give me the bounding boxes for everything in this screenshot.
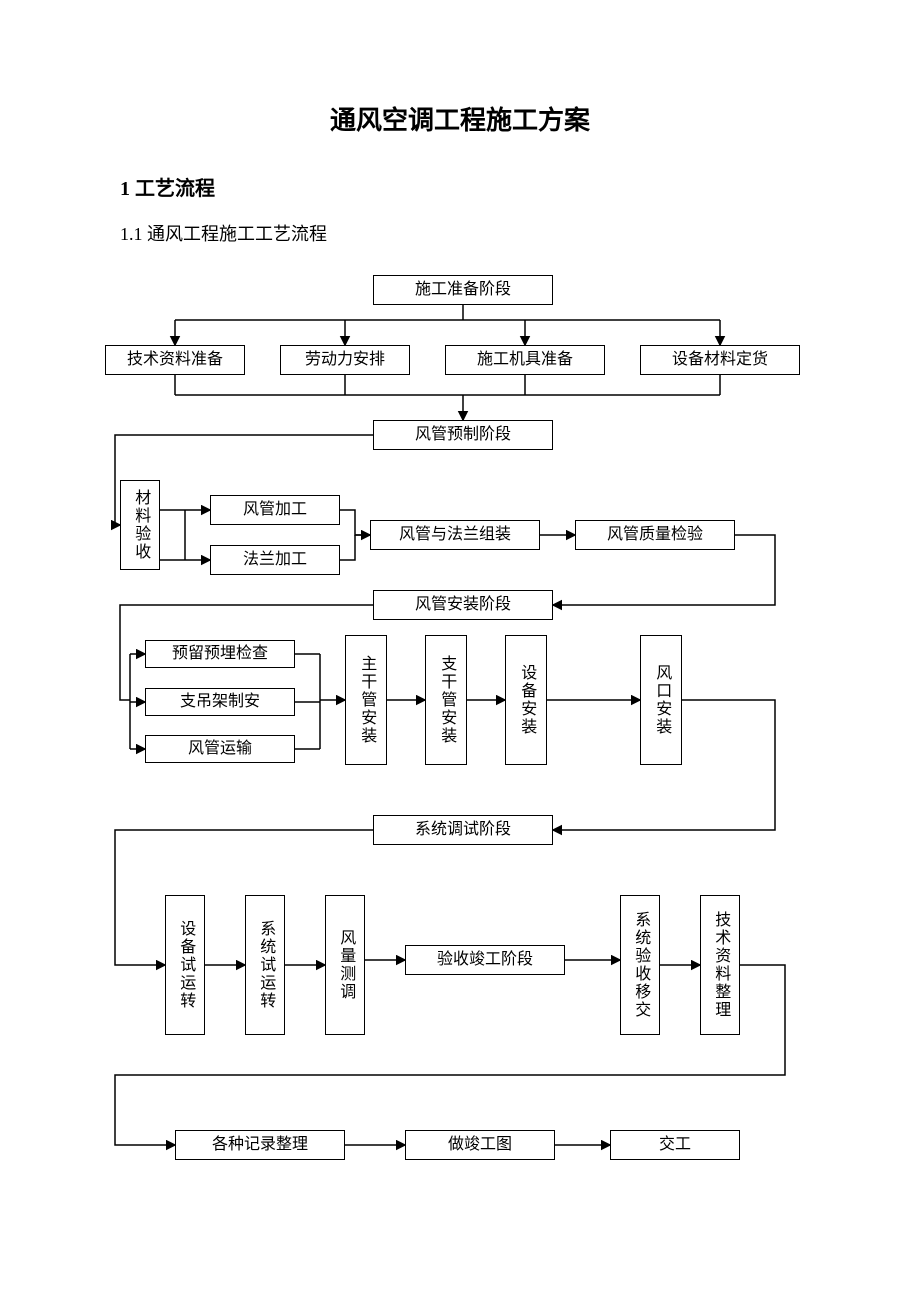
- document-page: 通风空调工程施工方案 1 工艺流程 1.1 通风工程施工工艺流程 施工准备阶段技…: [0, 0, 920, 1302]
- flow-node-label: 风管运输: [188, 740, 252, 758]
- flow-node-n_ductasm: 风管与法兰组装: [370, 520, 540, 550]
- flow-node-label: 预留预埋检查: [172, 645, 268, 663]
- flow-node-n_reserve: 预留预埋检查: [145, 640, 295, 668]
- h2-text: 1.1 通风工程施工工艺流程: [120, 224, 327, 244]
- flow-node-n_ductproc: 风管加工: [210, 495, 340, 525]
- flow-node-n_ductqc: 风管质量检验: [575, 520, 735, 550]
- flow-node-n_accept: 验收竣工阶段: [405, 945, 565, 975]
- flow-edge: [340, 535, 355, 560]
- flow-node-n_flange: 法兰加工: [210, 545, 340, 575]
- flow-node-n_airmeas: 风量测调: [325, 895, 365, 1035]
- flow-node-n_prep: 施工准备阶段: [373, 275, 553, 305]
- flow-node-n_material: 设备材料定货: [640, 345, 800, 375]
- flow-node-label: 风管预制阶段: [415, 426, 511, 444]
- flow-node-label: 技术资料整理: [711, 911, 729, 1019]
- flow-node-label: 系统调试阶段: [415, 821, 511, 839]
- flow-node-label: 风管质量检验: [607, 526, 703, 544]
- flow-node-n_ductprep: 风管预制阶段: [373, 420, 553, 450]
- flow-node-n_ductinst: 风管安装阶段: [373, 590, 553, 620]
- flow-node-label: 主干管安装: [357, 655, 375, 745]
- flow-edge: [115, 965, 785, 1145]
- flow-node-n_maininst: 主干管安装: [345, 635, 387, 765]
- flow-node-label: 支吊架制安: [180, 693, 260, 711]
- flow-node-label: 风量测调: [336, 929, 354, 1001]
- flow-node-label: 劳动力安排: [305, 351, 385, 369]
- flow-node-label: 做竣工图: [448, 1136, 512, 1154]
- flow-node-n_asbuilt: 做竣工图: [405, 1130, 555, 1160]
- flow-node-label: 设备试运转: [176, 920, 194, 1010]
- flow-node-n_eqinst: 设备安装: [505, 635, 547, 765]
- flow-node-n_ducttrans: 风管运输: [145, 735, 295, 763]
- flow-node-label: 风管与法兰组装: [399, 526, 511, 544]
- page-title: 通风空调工程施工方案: [0, 100, 920, 137]
- flow-node-n_systest: 系统试运转: [245, 895, 285, 1035]
- flow-node-n_machine: 施工机具准备: [445, 345, 605, 375]
- flow-node-label: 交工: [659, 1136, 691, 1154]
- flow-node-n_syshand: 系统验收移交: [620, 895, 660, 1035]
- heading-1: 1 工艺流程: [120, 172, 215, 201]
- flow-node-label: 法兰加工: [243, 551, 307, 569]
- flow-node-label: 风口安装: [652, 664, 670, 736]
- flow-node-label: 系统试运转: [256, 920, 274, 1010]
- flow-node-n_deliver: 交工: [610, 1130, 740, 1160]
- flow-node-label: 系统验收移交: [631, 911, 649, 1019]
- flow-node-label: 技术资料准备: [127, 351, 223, 369]
- flow-node-label: 各种记录整理: [212, 1136, 308, 1154]
- flow-node-label: 验收竣工阶段: [437, 951, 533, 969]
- flow-node-n_matacc: 材料验收: [120, 480, 160, 570]
- flow-node-n_branchinst: 支干管安装: [425, 635, 467, 765]
- flow-node-n_hanger: 支吊架制安: [145, 688, 295, 716]
- title-text: 通风空调工程施工方案: [330, 106, 590, 135]
- flow-node-n_labor: 劳动力安排: [280, 345, 410, 375]
- h1-text: 1 工艺流程: [120, 178, 215, 200]
- flow-node-n_sysdebug: 系统调试阶段: [373, 815, 553, 845]
- flow-node-label: 材料验收: [131, 489, 149, 561]
- flow-edge: [340, 510, 370, 535]
- flow-node-label: 施工准备阶段: [415, 281, 511, 299]
- flow-node-label: 设备材料定货: [672, 351, 768, 369]
- flow-node-n_outletinst: 风口安装: [640, 635, 682, 765]
- flow-node-n_eqtest: 设备试运转: [165, 895, 205, 1035]
- heading-2: 1.1 通风工程施工工艺流程: [120, 220, 327, 246]
- flow-node-label: 施工机具准备: [477, 351, 573, 369]
- flow-node-label: 风管加工: [243, 501, 307, 519]
- flow-node-label: 支干管安装: [437, 655, 455, 745]
- flow-node-n_records: 各种记录整理: [175, 1130, 345, 1160]
- flow-node-label: 设备安装: [517, 664, 535, 736]
- flow-node-label: 风管安装阶段: [415, 596, 511, 614]
- flow-node-n_techsort: 技术资料整理: [700, 895, 740, 1035]
- flow-node-n_tech: 技术资料准备: [105, 345, 245, 375]
